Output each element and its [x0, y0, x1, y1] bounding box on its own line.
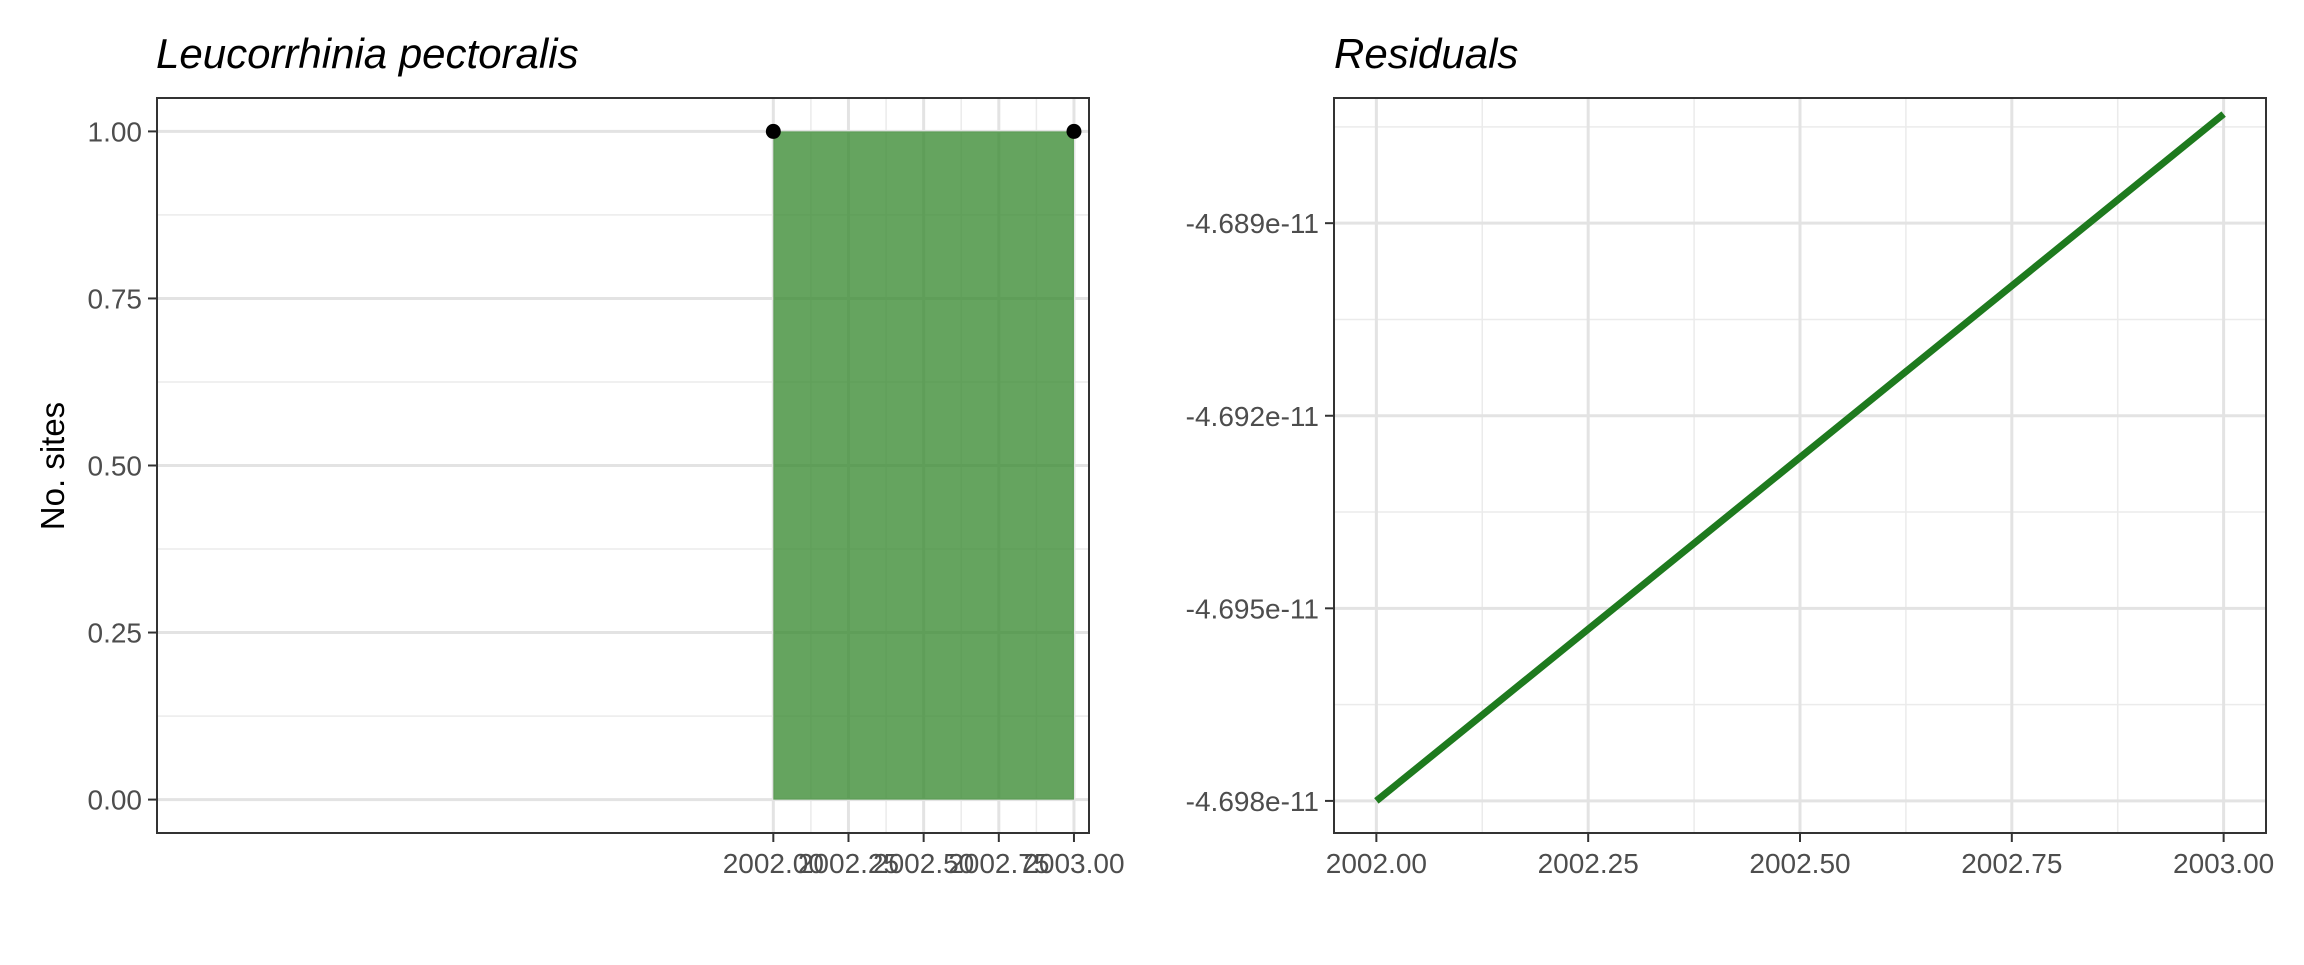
- y-tick-label: 0.00: [88, 785, 143, 816]
- abundance-panel: Leucorrhinia pectoralis No. sites 2002.0…: [34, 30, 1125, 879]
- x-tick-label: 2002.25: [1538, 848, 1639, 879]
- y-tick-label: -4.692e-11: [1186, 401, 1319, 432]
- panel-title: Residuals: [1334, 30, 1518, 77]
- y-tick-label: -4.689e-11: [1186, 208, 1319, 239]
- x-tick-label: 2002.00: [723, 848, 824, 879]
- x-tick-label: 2002.50: [1749, 848, 1850, 879]
- x-tick-label: 2003.00: [1023, 848, 1124, 879]
- data-point: [1066, 123, 1082, 139]
- x-tick-label: 2002.75: [1961, 848, 2062, 879]
- x-tick-label: 2002.50: [873, 848, 974, 879]
- x-tick-label: 2002.75: [948, 848, 1049, 879]
- data-point: [765, 123, 781, 139]
- x-tick-label: 2002.00: [1326, 848, 1427, 879]
- data-marks: [765, 123, 1082, 800]
- x-tick-label: 2002.25: [798, 848, 899, 879]
- data-marks: [1374, 111, 2226, 804]
- y-tick-label: 1.00: [88, 116, 143, 147]
- y-tick-label: 0.25: [88, 618, 143, 649]
- area-fill: [773, 131, 1074, 800]
- residuals-panel: Residuals 2002.00 2002.25 2002.50 2002.75 20…: [1186, 30, 2275, 879]
- x-tick-label: 2003.00: [2173, 848, 2274, 879]
- y-tick-label: -4.695e-11: [1186, 593, 1319, 624]
- series-line: [1374, 111, 2226, 804]
- gridlines: [1334, 98, 2266, 833]
- y-tick-label: 0.75: [88, 283, 143, 314]
- axes: 2002.00 2002.25 2002.50 2002.75 2003.00 -4.69…: [1186, 208, 2275, 879]
- panel-title: Leucorrhinia pectoralis: [156, 30, 579, 77]
- y-tick-label: -4.698e-11: [1186, 786, 1319, 817]
- y-tick-label: 0.50: [88, 451, 143, 482]
- y-axis-title: No. sites: [34, 402, 71, 530]
